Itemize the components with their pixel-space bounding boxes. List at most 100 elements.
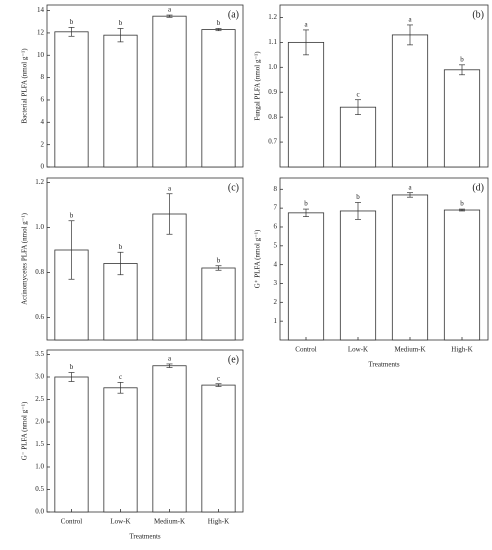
error-bar: [68, 220, 75, 280]
x-tick-label: Control: [295, 346, 316, 354]
significance-letter: a: [168, 184, 172, 192]
y-tick-label: 1.2: [35, 178, 44, 186]
x-axis-label: Treatments: [368, 361, 400, 369]
y-tick-label: 0.9: [268, 88, 277, 96]
y-axis-label: G⁻ PLFA (nmol g⁻¹): [21, 401, 29, 460]
y-tick-label: 0.7: [268, 138, 277, 146]
x-tick-label: Low-K: [348, 346, 368, 354]
error-bar: [117, 382, 124, 394]
bar: [152, 213, 187, 341]
error-bar: [215, 28, 222, 32]
bar: [443, 69, 481, 168]
y-tick-label: 7: [274, 204, 278, 212]
x-tick-label: High-K: [208, 518, 229, 526]
y-axis-label: G⁺ PLFA (nmol g⁻¹): [254, 229, 262, 288]
x-axis-label: Treatments: [129, 533, 161, 541]
y-tick-label: 0.6: [35, 313, 44, 321]
error-bar: [117, 251, 124, 276]
y-tick-label: 0.5: [35, 485, 44, 493]
error-bar: [68, 26, 75, 37]
error-bar: [355, 202, 361, 220]
y-tick-label: 3.5: [35, 350, 44, 358]
bar: [201, 267, 236, 341]
plot-frame: [279, 177, 489, 341]
significance-letter: b: [119, 243, 123, 251]
significance-letter: b: [217, 256, 221, 264]
bar: [339, 210, 377, 341]
panel-tag: (b): [472, 9, 484, 20]
error-bar: [407, 192, 413, 198]
panel-tag: (c): [228, 182, 239, 193]
y-tick-label: 4: [41, 118, 45, 126]
y-tick-label: 6: [274, 223, 278, 231]
significance-letter: b: [70, 18, 74, 26]
y-tick-label: 1.0: [35, 223, 44, 231]
bar: [103, 34, 138, 168]
error-bar: [303, 208, 309, 217]
significance-letter: c: [119, 373, 122, 381]
significance-letter: b: [460, 200, 464, 208]
y-tick-label: 4: [274, 260, 278, 268]
y-tick-label: 0.8: [268, 113, 277, 121]
y-tick-label: 6: [41, 96, 45, 104]
significance-letter: a: [168, 355, 172, 363]
y-tick-label: 14: [37, 6, 45, 14]
y-tick-label: 1: [274, 317, 278, 325]
y-tick-label: 2.0: [35, 418, 44, 426]
bar: [103, 387, 138, 513]
significance-letter: b: [356, 193, 360, 201]
plot-frame: [46, 177, 244, 341]
x-tick-label: Control: [61, 518, 82, 526]
error-bar: [303, 29, 309, 56]
error-bar: [407, 24, 413, 46]
error-bar: [166, 14, 173, 18]
error-bar: [215, 383, 222, 387]
x-tick-label: High-K: [451, 346, 472, 354]
bar: [152, 365, 187, 513]
x-tick-label: Medium-K: [154, 518, 185, 526]
bar: [391, 34, 429, 168]
significance-letter: a: [168, 6, 172, 14]
y-tick-label: 8: [274, 185, 278, 193]
y-tick-label: 2: [274, 298, 278, 306]
significance-letter: a: [408, 16, 412, 24]
y-tick-label: 1.0: [268, 63, 277, 71]
error-bar: [166, 193, 173, 235]
significance-letter: b: [70, 363, 74, 371]
y-tick-label: 12: [37, 29, 45, 37]
error-bar: [166, 363, 173, 368]
bar: [443, 209, 481, 341]
error-bar: [68, 372, 75, 382]
bar: [54, 376, 89, 513]
y-tick-label: 2: [41, 140, 45, 148]
bar: [201, 384, 236, 513]
significance-letter: a: [408, 183, 412, 191]
error-bar: [117, 28, 124, 43]
plot-frame: [46, 349, 244, 513]
error-bar: [215, 265, 222, 271]
y-axis-label: Bacterial PLFA (nmol g⁻¹): [21, 48, 29, 124]
error-bar: [459, 64, 465, 76]
y-axis-label: Actinomycetes PLFA (nmol g⁻¹): [21, 212, 29, 304]
significance-letter: a: [304, 21, 308, 29]
plot-frame: [46, 4, 244, 168]
bar: [391, 194, 429, 341]
y-tick-label: 3.0: [35, 373, 44, 381]
significance-letter: c: [356, 90, 359, 98]
significance-letter: b: [304, 200, 308, 208]
panel-tag: (e): [228, 354, 239, 365]
plot-frame: [279, 4, 489, 168]
panel-tag: (d): [472, 182, 484, 193]
x-tick-label: Medium-K: [394, 346, 425, 354]
y-tick-label: 0.0: [35, 508, 44, 516]
bar: [152, 15, 187, 168]
x-tick-label: Low-K: [110, 518, 130, 526]
bar: [201, 29, 236, 168]
significance-letter: b: [217, 19, 221, 27]
significance-letter: b: [119, 19, 123, 27]
y-tick-label: 8: [41, 73, 45, 81]
y-tick-label: 3: [274, 279, 278, 287]
bar: [54, 31, 89, 168]
error-bar: [355, 99, 361, 116]
